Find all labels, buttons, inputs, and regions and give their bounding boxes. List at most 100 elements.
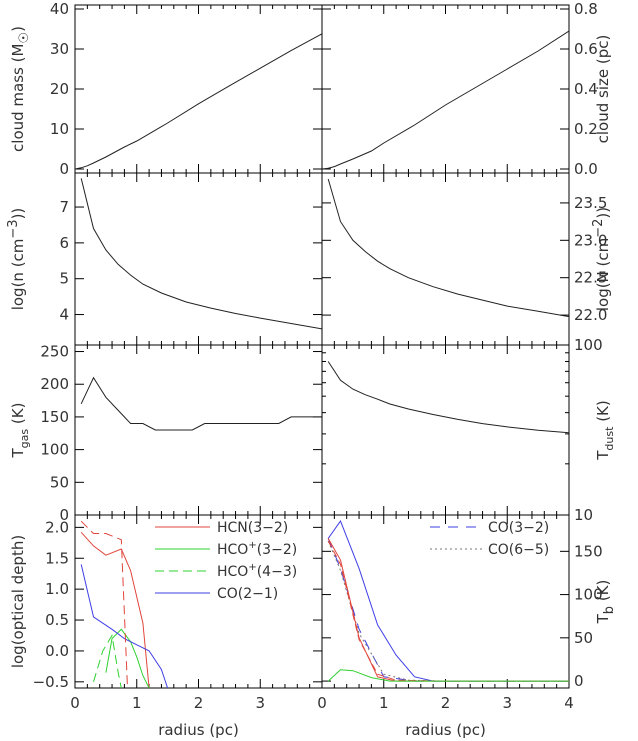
y-tick-label: 100 <box>574 336 603 354</box>
y-tick-label: 0.4 <box>574 80 598 98</box>
y-axis-label: log(n (cm−3)) <box>6 208 27 311</box>
legend-label-part: HCN(3−2) <box>217 520 288 536</box>
legend-label: CO(6−5) <box>488 542 549 558</box>
y-axis-label-part: log(N (cm <box>594 238 612 311</box>
series-line <box>75 33 322 170</box>
y-axis-label: log(optical depth) <box>9 535 27 668</box>
y-tick-label: 100 <box>574 586 603 604</box>
series-line <box>80 520 128 688</box>
legend-label: HCN(3−2) <box>217 520 288 536</box>
y-axis-label: Tdust (K) <box>594 400 616 460</box>
y-tick-label: 0 <box>59 506 69 524</box>
y-axis-label: cloud size (pc) <box>594 35 612 144</box>
series-line <box>327 540 569 682</box>
x-tick-label: 4 <box>564 694 574 712</box>
legend-label-part: (3−2) <box>257 542 297 558</box>
panel-frame <box>321 4 570 174</box>
y-axis-label: log(N (cm−2)) <box>591 207 612 311</box>
y-tick-label: 1.5 <box>45 549 69 567</box>
y-axis-label-part: log(n (cm <box>9 239 27 311</box>
y-tick-label: −0.5 <box>33 673 69 691</box>
panel-optdepth: −0.5 0.0 0.5 1.0 1.5 2.0 log(optical depth) HCN… <box>9 514 323 691</box>
y-axis-label-part: T <box>9 447 27 458</box>
series-line <box>322 30 569 170</box>
y-axis-label-part: (K) <box>594 580 612 606</box>
y-axis-label-part: dust <box>603 426 616 451</box>
legend-label-part: + <box>248 540 256 551</box>
panel-mass: 0 10 20 30 40 <box>50 0 323 178</box>
legend-label-part: CO(3−2) <box>488 520 549 536</box>
y-axis-label-group: Tb (K) <box>594 580 617 625</box>
y-axis-label-part: −2 <box>591 219 606 238</box>
y-tick-label: 7 <box>59 198 69 216</box>
y-tick-label: 0.8 <box>574 0 598 18</box>
y-tick-label: 0.0 <box>574 160 598 178</box>
y-tick-label: 0.2 <box>574 120 598 138</box>
y-tick-label: 22.5 <box>574 269 607 287</box>
series-line <box>327 538 569 682</box>
y-axis-label-part: )) <box>594 207 612 219</box>
x-tick-label: 3 <box>502 694 512 712</box>
series-line <box>80 376 322 431</box>
series-line <box>327 178 569 318</box>
legend-label-part: CO(2−1) <box>217 586 278 602</box>
y-axis-label-part: )) <box>9 208 27 220</box>
y-axis-label-part: ☉ <box>17 32 32 44</box>
y-tick-label: 23.0 <box>574 231 607 249</box>
panel-frame <box>74 172 323 346</box>
y-tick-label: 10 <box>50 120 69 138</box>
panel-density: 4 5 6 7 <box>59 172 323 346</box>
x-axis-label: radius (pc) <box>405 721 486 739</box>
legend-label: HCO+(3−2) <box>217 540 297 558</box>
series-line <box>327 361 569 434</box>
series-line <box>80 531 150 688</box>
legend-label-part: HCO <box>217 564 248 580</box>
series-line <box>93 634 122 688</box>
y-tick-label: 1.0 <box>45 580 69 598</box>
x-tick-label: 0 <box>70 694 80 712</box>
x-axis-label: radius (pc) <box>158 721 239 739</box>
y-axis-label-part: T <box>594 450 612 461</box>
y-tick-label: 150 <box>40 408 69 426</box>
y-tick-label: 40 <box>50 0 69 18</box>
y-axis-label-group: log(N (cm−2)) <box>591 207 612 311</box>
y-tick-label: 22.0 <box>574 306 607 324</box>
x-tick-label: 1 <box>132 694 142 712</box>
legend-label: CO(3−2) <box>488 520 549 536</box>
y-tick-label: 6 <box>59 234 69 252</box>
y-axis-label-part: ) <box>9 26 27 32</box>
y-tick-label: 0.5 <box>45 611 69 629</box>
y-axis-label-part: cloud mass (M <box>9 44 27 152</box>
y-axis-label-part: gas <box>18 429 31 449</box>
y-axis-label-part: −3 <box>6 219 21 238</box>
y-axis-label: Tb (K) <box>594 580 617 625</box>
panel-frame <box>74 344 323 516</box>
y-tick-label: 20 <box>50 80 69 98</box>
series-line <box>80 178 322 330</box>
x-tick-label: 2 <box>194 694 204 712</box>
y-tick-label: 200 <box>40 375 69 393</box>
y-tick-label: 10 <box>574 506 593 524</box>
legend-label-part: + <box>248 562 256 573</box>
y-tick-label: 0 <box>574 672 584 690</box>
panel-column: 22.0 22.5 23.0 23.5 <box>321 172 607 346</box>
legend-label-part: HCO <box>217 542 248 558</box>
y-tick-label: 30 <box>50 40 69 58</box>
y-axis-label: Tgas (K) <box>9 403 31 459</box>
y-axis-label-part: (K) <box>594 400 612 426</box>
legend-label: CO(2−1) <box>217 586 278 602</box>
y-axis-label: cloud mass (M☉) <box>9 26 32 152</box>
y-axis-label-group: Tdust (K) <box>594 400 616 460</box>
y-tick-label: 4 <box>59 306 69 324</box>
y-tick-label: 0.6 <box>574 40 598 58</box>
y-tick-label: 50 <box>50 473 69 491</box>
y-tick-label: 23.5 <box>574 194 607 212</box>
y-axis-label-part: b <box>602 606 617 614</box>
y-axis-label-group: log(n (cm−3)) <box>6 208 27 311</box>
y-axis-label-group: cloud mass (M☉) <box>9 26 32 152</box>
panel-size: 0.0 0.2 0.4 0.6 0.8 cloud size (pc) <box>321 0 612 178</box>
ylabel-group: log(optical depth) <box>9 535 27 668</box>
ylabel-group: cloud size (pc) <box>594 35 612 144</box>
legend-label: HCO+(4−3) <box>217 562 297 580</box>
